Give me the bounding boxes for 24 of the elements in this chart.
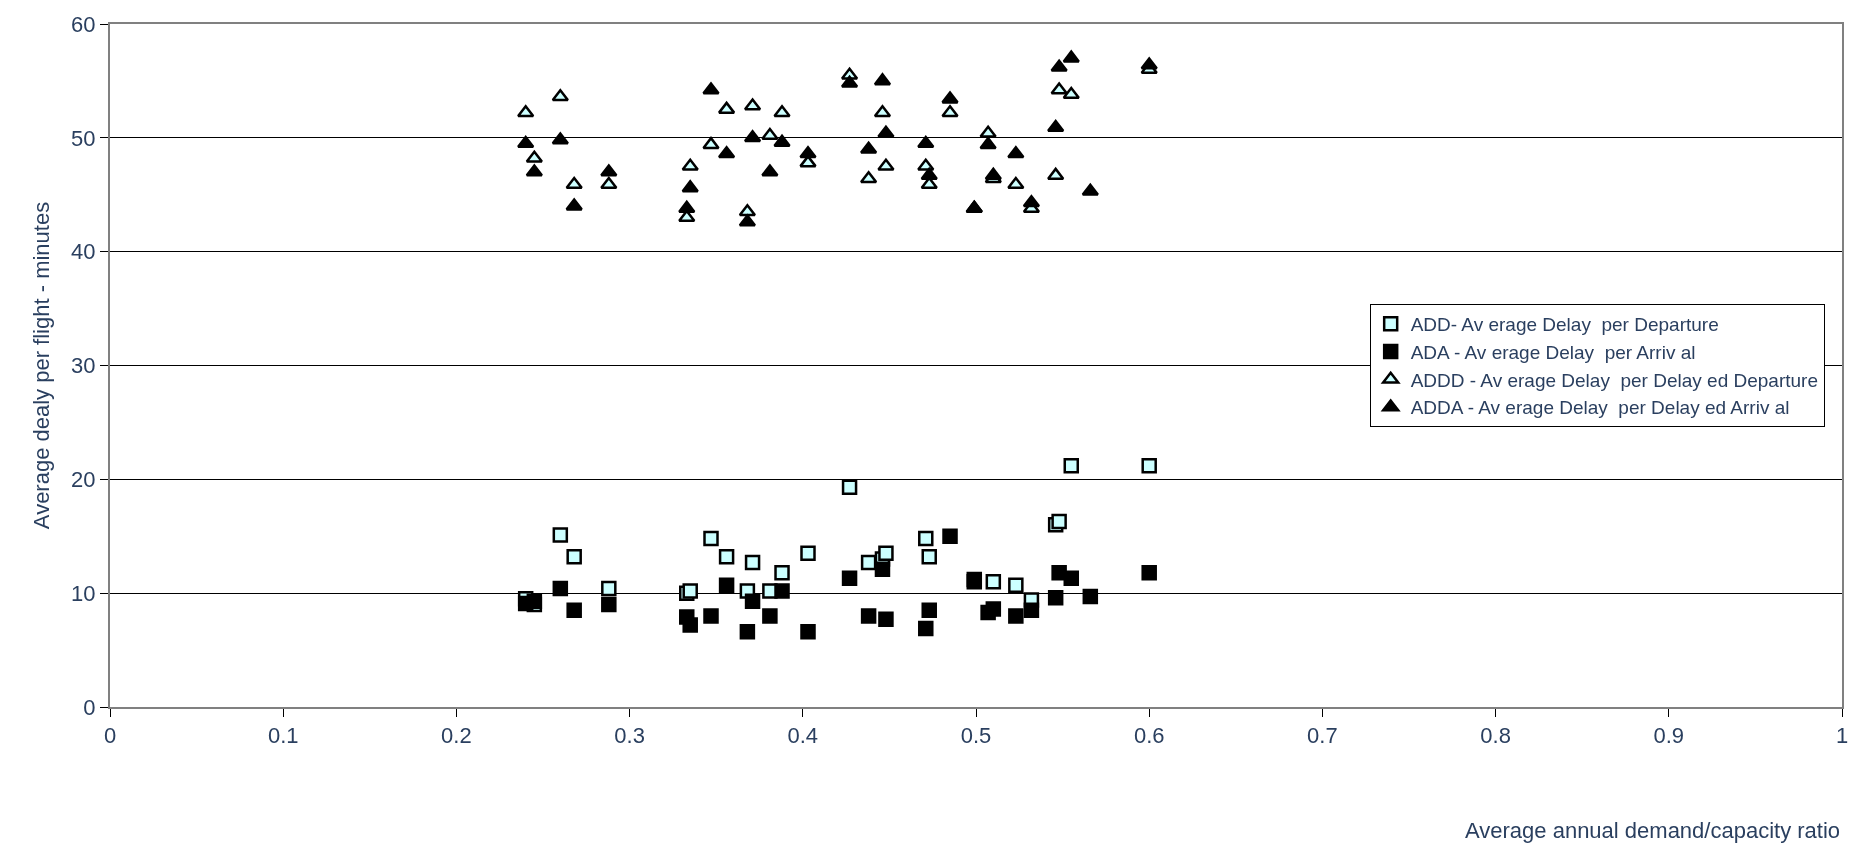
legend-label: ADDD - Av erage Delay per Delay ed Departure (1410, 369, 1818, 391)
x-tick-label: 0.1 (267, 723, 299, 749)
x-tick-label: 0.5 (960, 723, 992, 749)
x-tick-label: 0.4 (787, 723, 819, 749)
y-tick-label: 60 (71, 11, 96, 37)
x-tick-label: 0.9 (1653, 723, 1685, 749)
y-tick-label: 30 (71, 353, 96, 379)
y-tick-label: 20 (71, 467, 96, 493)
y-tick-label: 10 (71, 580, 96, 606)
y-tick-label: 0 (83, 694, 96, 720)
x-tick-label: 0.6 (1133, 723, 1165, 749)
x-axis-title: Average annual demand/capacity ratio (1465, 818, 1841, 843)
x-tick-label: 0 (103, 723, 117, 749)
x-tick-label: 0.7 (1307, 723, 1338, 749)
y-axis-title: Average dealy per flight - minutes (29, 201, 55, 530)
y-tick-label: 50 (71, 125, 96, 151)
x-tick-label: 0.2 (441, 723, 472, 749)
x-tick-label: 1 (1835, 723, 1849, 749)
legend-label: ADD- Av erage Delay per Departure (1410, 314, 1719, 336)
x-tick-label: 0.3 (614, 723, 645, 749)
legend-label: ADDA - Av erage Delay per Delay ed Arriv al (1410, 397, 1790, 419)
legend-label: ADA - Av erage Delay per Arriv al (1410, 341, 1696, 363)
y-tick-label: 40 (71, 239, 96, 265)
x-tick-label: 0.8 (1480, 723, 1511, 749)
